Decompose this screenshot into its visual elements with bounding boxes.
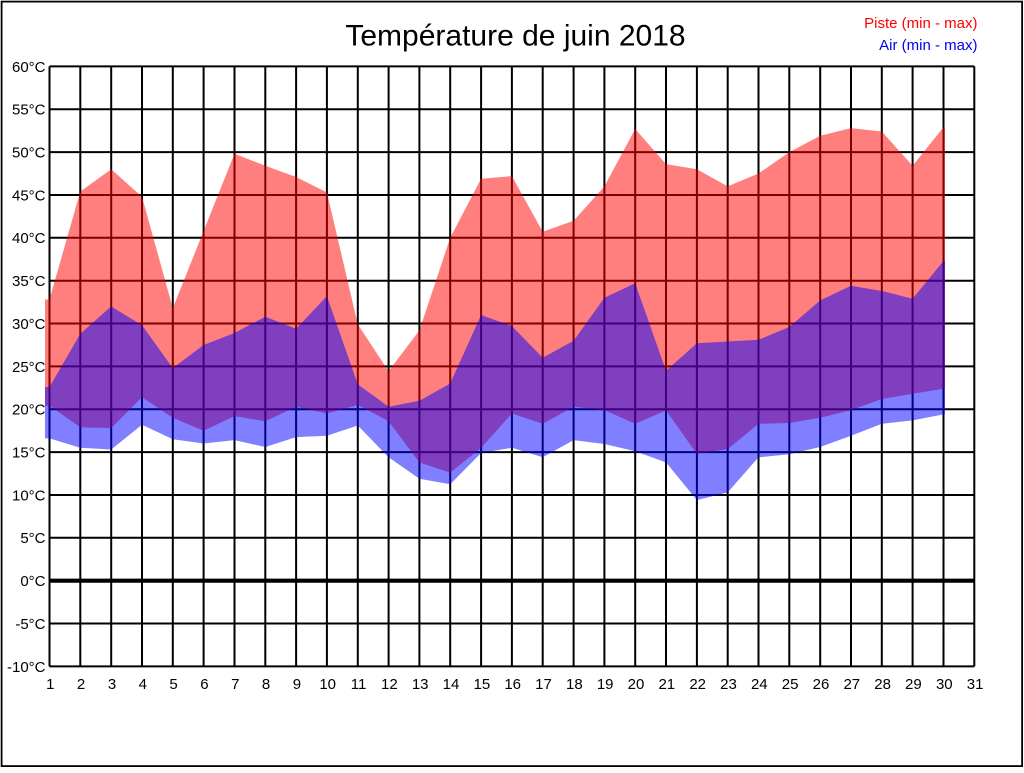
svg-text:31: 31 [967,676,984,693]
svg-text:11: 11 [351,676,367,693]
svg-text:7: 7 [231,676,239,693]
svg-text:20: 20 [628,676,645,693]
svg-text:Température de juin 2018: Température de juin 2018 [345,20,685,53]
svg-text:29: 29 [905,676,922,693]
svg-text:22: 22 [689,676,706,693]
svg-text:55°C: 55°C [12,102,46,119]
svg-text:10°C: 10°C [12,487,46,504]
svg-text:2: 2 [77,676,85,693]
svg-text:23: 23 [720,676,737,693]
svg-text:Air (min - max): Air (min - max) [879,37,977,54]
svg-text:12: 12 [381,676,398,693]
svg-text:15: 15 [474,676,491,693]
svg-text:18: 18 [566,676,583,693]
svg-text:25: 25 [782,676,799,693]
svg-text:20°C: 20°C [12,402,46,419]
svg-text:30°C: 30°C [12,316,46,333]
svg-text:27: 27 [843,676,860,693]
svg-text:9: 9 [293,676,301,693]
svg-text:15°C: 15°C [12,445,46,462]
svg-text:13: 13 [412,676,429,693]
svg-text:0°C: 0°C [20,573,45,590]
svg-text:30: 30 [936,676,953,693]
svg-text:24: 24 [751,676,768,693]
svg-text:40°C: 40°C [12,230,46,247]
svg-text:26: 26 [813,676,830,693]
svg-text:6: 6 [200,676,208,693]
svg-text:50°C: 50°C [12,145,46,162]
svg-text:28: 28 [874,676,891,693]
svg-text:3: 3 [108,676,116,693]
svg-text:25°C: 25°C [12,359,46,376]
svg-text:-5°C: -5°C [15,616,45,633]
svg-text:14: 14 [443,676,460,693]
svg-text:45°C: 45°C [12,187,46,204]
svg-text:21: 21 [658,676,675,693]
svg-text:60°C: 60°C [12,59,46,76]
svg-text:8: 8 [262,676,270,693]
svg-text:19: 19 [597,676,614,693]
svg-text:1: 1 [46,676,54,693]
svg-text:10: 10 [319,676,336,693]
svg-text:4: 4 [139,676,147,693]
svg-text:Piste (min - max): Piste (min - max) [864,15,977,32]
svg-text:5°C: 5°C [20,530,45,547]
svg-text:35°C: 35°C [12,273,46,290]
svg-text:-10°C: -10°C [7,659,46,676]
svg-text:17: 17 [535,676,552,693]
svg-text:16: 16 [504,676,521,693]
svg-text:5: 5 [169,676,177,693]
